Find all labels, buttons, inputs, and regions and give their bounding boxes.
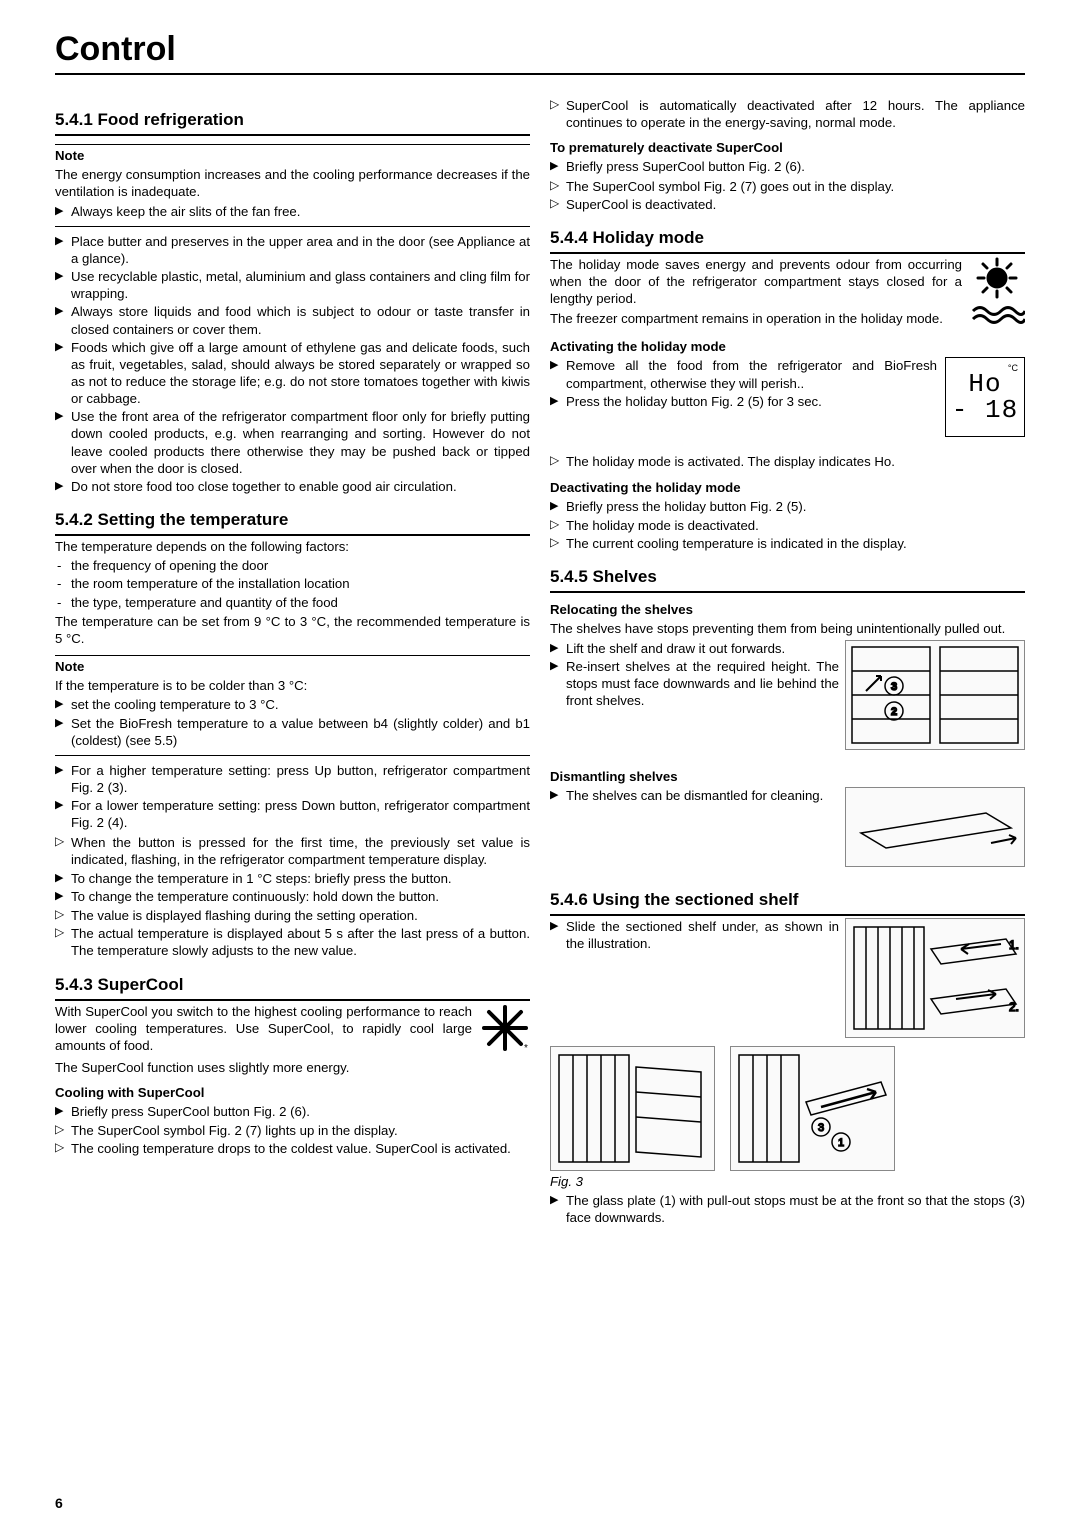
deact-r-544: The holiday mode is deactivated. The cur… xyxy=(550,517,1025,552)
tips-541: Place butter and preserves in the upper … xyxy=(55,233,530,495)
page-title: Control xyxy=(55,30,1025,75)
fig3-left xyxy=(550,1046,715,1171)
results2-542: The value is displayed flashing during t… xyxy=(55,907,530,959)
reloc-a: Lift the shelf and draw it out forwards.… xyxy=(550,640,1025,710)
fig3-row: 3 1 xyxy=(550,1046,1025,1171)
h-544: 5.4.4 Holiday mode xyxy=(550,227,1025,254)
cool-a-543: Briefly press SuperCool button Fig. 2 (6… xyxy=(55,1103,530,1120)
reloc-head: Relocating the shelves xyxy=(550,601,1025,618)
range-542: The temperature can be set from 9 °C to … xyxy=(55,613,530,647)
intro-542: The temperature depends on the following… xyxy=(55,538,530,555)
prem-head: To prematurely deactivate SuperCool xyxy=(550,139,1025,156)
howto-542: For a higher temperature setting: press … xyxy=(55,762,530,832)
left-column: 5.4.1 Food refrigeration Note The energy… xyxy=(55,95,530,1226)
intro2-544: The freezer compartment remains in opera… xyxy=(550,310,1025,327)
howto2-542: To change the temperature in 1 °C steps:… xyxy=(55,870,530,905)
note-text-542: If the temperature is to be colder than … xyxy=(55,677,530,694)
page-number: 6 xyxy=(55,1495,63,1511)
intro-543: With SuperCool you switch to the highest… xyxy=(55,1003,530,1054)
h-542: 5.4.2 Setting the temperature xyxy=(55,509,530,536)
svg-text:*: * xyxy=(524,1043,528,1053)
holiday-icon xyxy=(970,256,1025,330)
svg-text:2.: 2. xyxy=(1009,1000,1019,1014)
energy-543: The SuperCool function uses slightly mor… xyxy=(55,1059,530,1076)
svg-text:3: 3 xyxy=(818,1122,824,1134)
reloc-text: The shelves have stops preventing them f… xyxy=(550,620,1025,637)
prem-r: The SuperCool symbol Fig. 2 (7) goes out… xyxy=(550,178,1025,213)
cool-r-543: The SuperCool symbol Fig. 2 (7) lights u… xyxy=(55,1122,530,1157)
h-545: 5.4.5 Shelves xyxy=(550,566,1025,593)
act-a-544: Remove all the food from the refrigerato… xyxy=(550,357,1025,409)
act-a-546: Slide the sectioned shelf under, as show… xyxy=(550,918,1025,952)
fig3-note: The glass plate (1) with pull-out stops … xyxy=(550,1192,1025,1226)
fig3-right: 3 1 xyxy=(730,1046,895,1171)
content-columns: 5.4.1 Food refrigeration Note The energy… xyxy=(55,95,1025,1226)
results1-542: When the button is pressed for the first… xyxy=(55,834,530,868)
prem-a: Briefly press SuperCool button Fig. 2 (6… xyxy=(550,158,1025,175)
svg-text:1: 1 xyxy=(838,1137,844,1149)
intro-544: The holiday mode saves energy and preven… xyxy=(550,256,1025,307)
deact-a-544: Briefly press the holiday button Fig. 2 … xyxy=(550,498,1025,515)
right-column: SuperCool is automatically deactivated a… xyxy=(550,95,1025,1226)
note-label-541: Note xyxy=(55,147,530,164)
act-head-544: Activating the holiday mode xyxy=(550,338,1025,355)
dis-head: Dismantling shelves xyxy=(550,768,1025,785)
h-546: 5.4.6 Using the sectioned shelf xyxy=(550,889,1025,916)
fig3-caption: Fig. 3 xyxy=(550,1173,1025,1190)
note-items-542: set the cooling temperature to 3 °C. Set… xyxy=(55,696,530,748)
cooling-head-543: Cooling with SuperCool xyxy=(55,1084,530,1101)
note-items-541: Always keep the air slits of the fan fre… xyxy=(55,203,530,220)
note-label-542: Note xyxy=(55,658,530,675)
snowflake-icon: * xyxy=(480,1003,530,1057)
h-541: 5.4.1 Food refrigeration xyxy=(55,109,530,136)
note-text-541: The energy consumption increases and the… xyxy=(55,166,530,200)
deact-head-544: Deactivating the holiday mode xyxy=(550,479,1025,496)
act-r-544: The holiday mode is activated. The displ… xyxy=(550,453,1025,470)
h-543: 5.4.3 SuperCool xyxy=(55,974,530,1001)
dis-a: The shelves can be dismantled for cleani… xyxy=(550,787,1025,804)
factors-542: the frequency of opening the door the ro… xyxy=(55,557,530,610)
auto-off-543: SuperCool is automatically deactivated a… xyxy=(550,97,1025,131)
